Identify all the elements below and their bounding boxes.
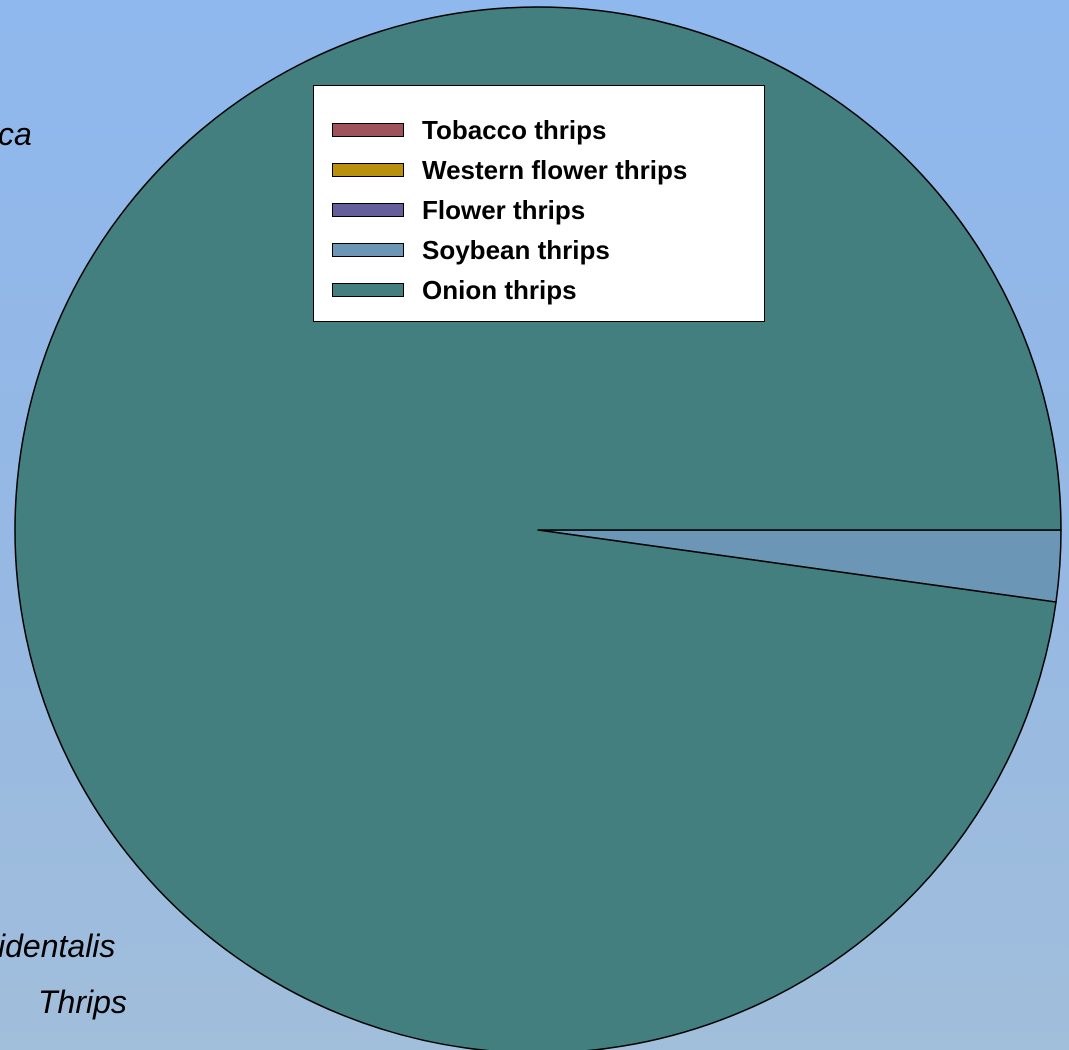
legend-item: Western flower thrips: [314, 150, 764, 190]
legend-item: Flower thrips: [314, 190, 764, 230]
legend-swatch: [332, 163, 404, 177]
legend-label: Onion thrips: [422, 274, 577, 305]
legend-item: Onion thrips: [314, 270, 764, 310]
legend-swatch: [332, 123, 404, 137]
chart-legend: Tobacco thrips Western flower thrips Flo…: [313, 85, 765, 322]
legend-swatch: [332, 203, 404, 217]
legend-label: Tobacco thrips: [422, 114, 607, 145]
legend-label: Soybean thrips: [422, 234, 610, 265]
legend-item: Soybean thrips: [314, 230, 764, 270]
legend-label: Western flower thrips: [422, 154, 688, 185]
legend-item: Tobacco thrips: [314, 110, 764, 150]
slide-text-fragment: ca: [0, 116, 32, 152]
pie-slice-onion-thrips: [14, 6, 1062, 1050]
legend-swatch: [332, 283, 404, 297]
slide-text-fragment: identalis: [0, 928, 116, 964]
legend-swatch: [332, 243, 404, 257]
legend-label: Flower thrips: [422, 194, 586, 225]
slide-text-fragment: Thrips: [38, 984, 127, 1020]
